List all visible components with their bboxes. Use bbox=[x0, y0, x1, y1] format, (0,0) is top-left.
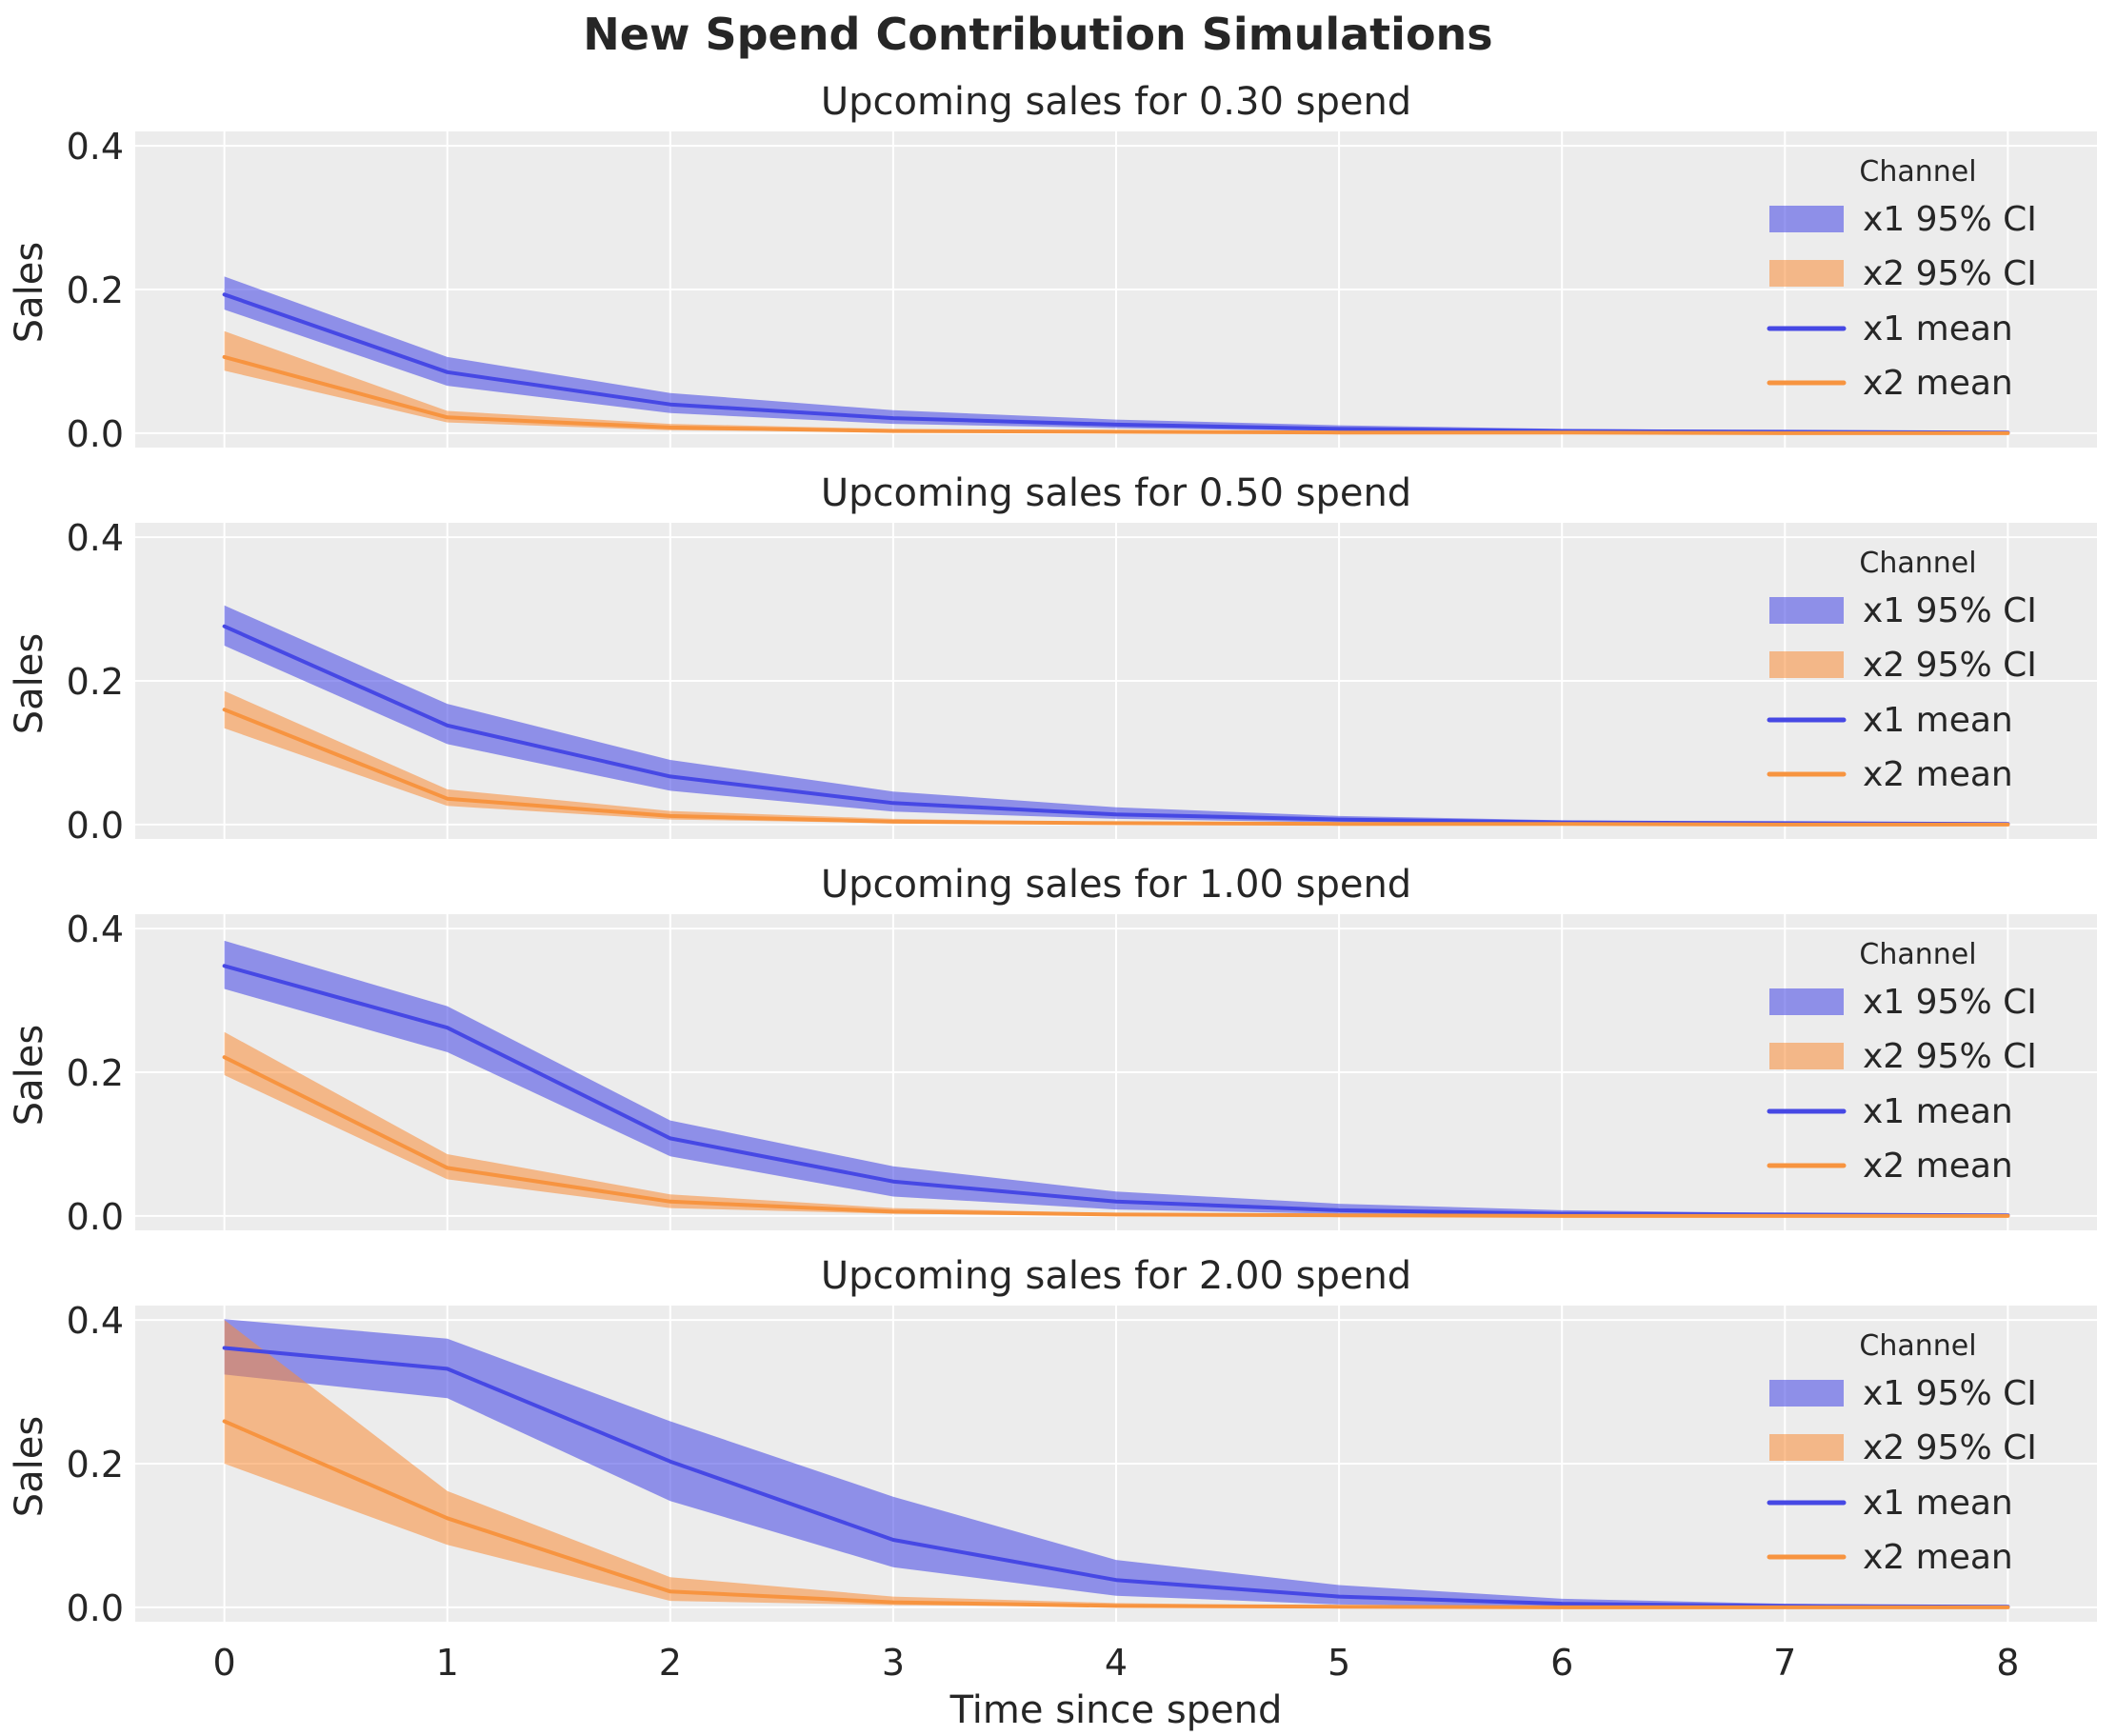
legend-entry-label: x1 95% CI bbox=[1863, 983, 2037, 1022]
x-tick-label: 4 bbox=[1105, 1642, 1128, 1684]
x-tick-label: 1 bbox=[436, 1642, 459, 1684]
legend-entry-label: x2 mean bbox=[1863, 755, 2013, 794]
figure-title: New Spend Contribution Simulations bbox=[583, 9, 1492, 60]
legend-patch-swatch bbox=[1769, 988, 1844, 1015]
legend-patch-swatch bbox=[1769, 206, 1844, 232]
legend-patch-swatch bbox=[1769, 1380, 1844, 1407]
x1-ci-band bbox=[224, 605, 2008, 825]
legend-entry-label: x2 95% CI bbox=[1863, 1428, 2037, 1467]
legend-patch-swatch bbox=[1769, 1434, 1844, 1461]
legend-entry-label: x1 mean bbox=[1863, 309, 2013, 349]
legend-title: Channel bbox=[1859, 155, 1976, 189]
y-axis-label: Sales bbox=[8, 242, 51, 343]
subplot-title: Upcoming sales for 2.00 spend bbox=[821, 1254, 1411, 1298]
y-tick-label: 0.4 bbox=[67, 908, 124, 950]
x-tick-label: 8 bbox=[1996, 1642, 2019, 1684]
legend: Channel x1 95% CI x2 95% CI x1 mean x2 mean bbox=[1767, 938, 2037, 1186]
x-axis-label: Time since spend bbox=[949, 1688, 1283, 1732]
legend-title: Channel bbox=[1859, 1329, 1976, 1363]
subplot-title: Upcoming sales for 0.30 spend bbox=[821, 80, 1411, 124]
y-tick-label: 0.2 bbox=[67, 269, 124, 311]
x2-mean-line bbox=[222, 1055, 2010, 1218]
legend-patch-swatch bbox=[1769, 597, 1844, 624]
x1-ci-band bbox=[224, 1319, 2008, 1607]
x-tick-label: 7 bbox=[1773, 1642, 1796, 1684]
y-tick-label: 0.0 bbox=[67, 1196, 124, 1238]
y-tick-label: 0.4 bbox=[67, 126, 124, 168]
legend-entry-label: x1 95% CI bbox=[1863, 591, 2037, 630]
legend-patch-swatch bbox=[1769, 651, 1844, 678]
y-tick-label: 0.0 bbox=[67, 1587, 124, 1629]
y-axis-label: Sales bbox=[8, 1416, 51, 1517]
legend-entry-label: x2 95% CI bbox=[1863, 254, 2037, 293]
legend-entry-label: x2 mean bbox=[1863, 364, 2013, 403]
x2-mean-line bbox=[222, 1419, 2010, 1609]
subplot-0: Upcoming sales for 0.30 spend 0.0 0.2 0.4 Sa… bbox=[8, 80, 2097, 455]
legend-patch-swatch bbox=[1769, 1043, 1844, 1069]
subplot-3: Upcoming sales for 2.00 spend 0.0 0.2 0.4 Sa… bbox=[8, 1254, 2097, 1732]
y-tick-label: 0.4 bbox=[67, 1300, 124, 1342]
subplot-title: Upcoming sales for 0.50 spend bbox=[821, 471, 1411, 515]
x-tick-label: 5 bbox=[1328, 1642, 1350, 1684]
y-tick-label: 0.2 bbox=[67, 1444, 124, 1486]
legend-entry-label: x1 mean bbox=[1863, 701, 2013, 740]
y-axis-label: Sales bbox=[8, 1025, 51, 1126]
legend-entry-label: x2 mean bbox=[1863, 1538, 2013, 1577]
y-tick-label: 0.2 bbox=[67, 661, 124, 703]
legend-patch-swatch bbox=[1769, 260, 1844, 287]
x-tick-label: 2 bbox=[659, 1642, 682, 1684]
legend: Channel x1 95% CI x2 95% CI x1 mean x2 mean bbox=[1767, 1329, 2037, 1577]
legend-title: Channel bbox=[1859, 938, 1976, 971]
subplot-title: Upcoming sales for 1.00 spend bbox=[821, 863, 1411, 907]
x1-ci-band bbox=[224, 940, 2008, 1216]
legend-entry-label: x1 95% CI bbox=[1863, 200, 2037, 239]
subplot-2: Upcoming sales for 1.00 spend 0.0 0.2 0.4 Sa… bbox=[8, 863, 2097, 1238]
x-tick-label: 3 bbox=[882, 1642, 905, 1684]
legend: Channel x1 95% CI x2 95% CI x1 mean x2 mean bbox=[1767, 155, 2037, 403]
legend-entry-label: x2 mean bbox=[1863, 1147, 2013, 1186]
y-axis-label: Sales bbox=[8, 633, 51, 734]
x-tick-label: 0 bbox=[213, 1642, 236, 1684]
legend-entry-label: x1 mean bbox=[1863, 1484, 2013, 1523]
legend-entry-label: x1 mean bbox=[1863, 1092, 2013, 1131]
y-tick-label: 0.2 bbox=[67, 1052, 124, 1094]
legend-entry-label: x2 95% CI bbox=[1863, 1037, 2037, 1076]
legend: Channel x1 95% CI x2 95% CI x1 mean x2 mean bbox=[1767, 547, 2037, 794]
x-tick-label: 6 bbox=[1550, 1642, 1573, 1684]
x2-mean-line bbox=[222, 354, 2010, 435]
legend-entry-label: x1 95% CI bbox=[1863, 1374, 2037, 1413]
y-tick-label: 0.4 bbox=[67, 517, 124, 559]
legend-entry-label: x2 95% CI bbox=[1863, 646, 2037, 685]
x1-mean-line bbox=[222, 1346, 2010, 1609]
subplot-1: Upcoming sales for 0.50 spend 0.0 0.2 0.4 Sa… bbox=[8, 471, 2097, 847]
legend-title: Channel bbox=[1859, 547, 1976, 580]
y-tick-label: 0.0 bbox=[67, 413, 124, 455]
y-tick-label: 0.0 bbox=[67, 805, 124, 847]
x2-mean-line bbox=[222, 708, 2010, 827]
x1-ci-band bbox=[224, 276, 2008, 433]
